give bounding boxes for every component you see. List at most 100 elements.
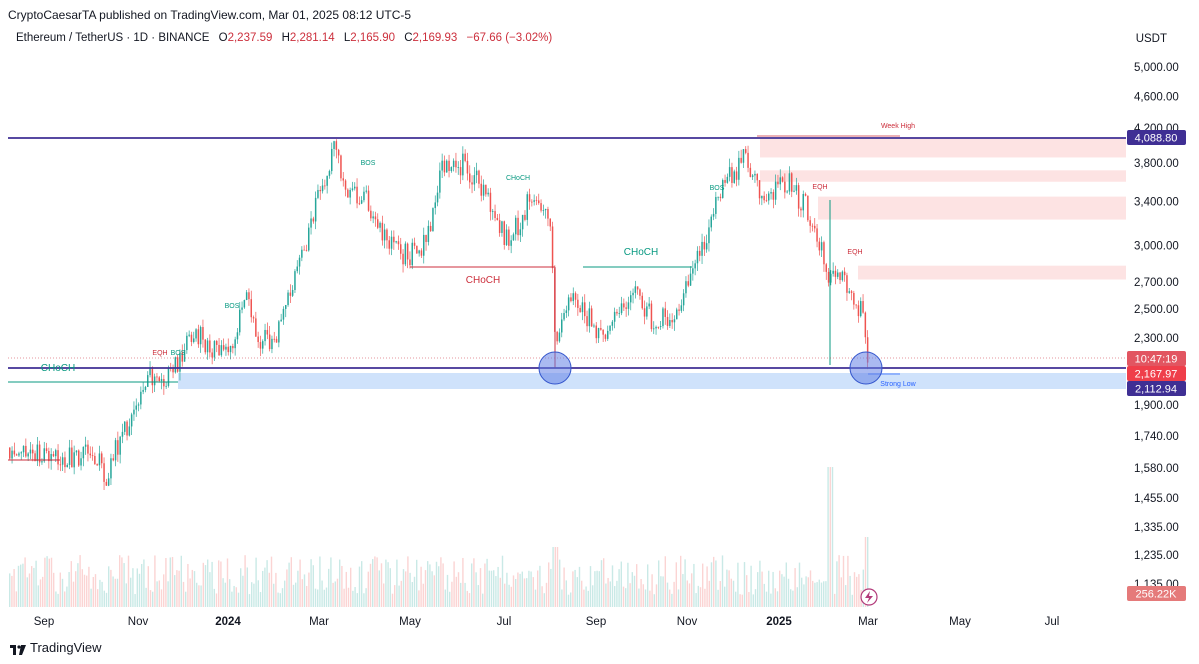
volume-bar: [785, 562, 787, 607]
volume-bar: [603, 558, 605, 607]
x-tick-label: Jul: [1045, 616, 1060, 628]
volume-bar: [686, 580, 688, 607]
volume-bar: [664, 556, 666, 607]
candle-body: [450, 167, 453, 171]
tradingview-footer[interactable]: TradingView: [10, 640, 102, 655]
candle-body: [655, 326, 657, 329]
candle-body: [400, 244, 402, 254]
candle-body: [763, 195, 765, 201]
volume-bar: [675, 562, 677, 607]
volume-bar: [431, 571, 433, 607]
structure-annotation: EQH: [812, 184, 827, 191]
candle-body: [301, 249, 303, 258]
volume-bar: [86, 575, 88, 607]
volume-bar: [633, 575, 636, 607]
candle-body: [434, 202, 436, 209]
volume-bar: [820, 582, 823, 607]
volume-bar: [490, 570, 493, 607]
volume-bar: [823, 581, 825, 607]
volume-bar: [554, 547, 556, 607]
volume-bar: [497, 566, 499, 607]
candle-body: [685, 281, 687, 294]
volume-bar: [629, 583, 631, 607]
open-value: 2,237.59: [227, 32, 273, 44]
volume-bar: [838, 555, 840, 607]
volume-bar: [611, 565, 614, 607]
candle-body: [747, 152, 749, 168]
candle-body: [275, 338, 278, 343]
demand-zone: [178, 373, 1126, 389]
candle-body: [855, 304, 857, 306]
candle-body: [331, 148, 333, 172]
candle-body: [818, 241, 821, 251]
volume-bar: [169, 557, 171, 607]
volume-bar: [521, 571, 523, 607]
volume-bar: [400, 580, 402, 607]
volume-bar: [312, 565, 314, 607]
volume-bar: [732, 580, 735, 607]
candle-body: [515, 217, 517, 235]
volume-bar: [578, 566, 581, 607]
volume-bar: [671, 593, 673, 607]
volume-bar: [310, 559, 312, 607]
candle-body: [687, 281, 689, 286]
volume-bar: [79, 555, 81, 607]
candle-body: [64, 457, 66, 468]
candle-body: [676, 309, 678, 320]
volume-bar: [26, 577, 28, 607]
high-label: H: [281, 32, 290, 44]
candle-body: [811, 225, 814, 227]
volume-bar: [253, 583, 255, 607]
candle-body: [218, 344, 220, 356]
candle-body: [321, 185, 324, 192]
volume-bar: [526, 578, 528, 607]
volume-bar: [132, 568, 134, 607]
candle-body: [20, 452, 22, 454]
candle-body: [13, 450, 16, 455]
price-chart[interactable]: 5,000.004,600.004,200.003,800.003,400.00…: [0, 55, 1199, 635]
volume-bar: [207, 559, 209, 607]
structure-annotation: BOS: [361, 160, 376, 167]
volume-bar: [220, 561, 222, 607]
candle-body: [305, 249, 308, 251]
volume-bar: [257, 580, 259, 607]
volume-bar: [189, 578, 191, 607]
candle-body: [733, 171, 735, 183]
candle-body: [623, 303, 625, 308]
candle-body: [114, 440, 117, 461]
candle-body: [324, 185, 326, 187]
candle-body: [611, 321, 614, 326]
candle-body: [618, 313, 620, 314]
candle-body: [519, 229, 522, 236]
candle-body: [590, 308, 593, 327]
volume-bar: [809, 570, 812, 607]
volume-bar: [396, 559, 398, 607]
volume-bar: [759, 560, 761, 607]
volume-bar: [605, 583, 607, 607]
symbol-name[interactable]: Ethereum / TetherUS · 1D · BINANCE: [16, 32, 210, 44]
supply-zone: [760, 138, 1126, 158]
candle-body: [616, 311, 618, 314]
candle-body: [823, 242, 825, 265]
volume-bar: [427, 561, 429, 607]
candle-body: [565, 310, 568, 314]
volume-bar: [658, 560, 660, 607]
volume-bar: [37, 585, 39, 607]
volume-bar: [488, 570, 490, 607]
volume-bar: [147, 566, 149, 607]
volume-bar: [39, 579, 42, 607]
low-label: L: [343, 32, 351, 44]
volume-bar: [108, 566, 110, 607]
candle-body: [837, 272, 839, 277]
candle-body: [250, 299, 252, 318]
volume-bar: [627, 562, 629, 607]
volume-bar: [515, 579, 517, 607]
candle-body: [356, 186, 358, 204]
candle-body: [411, 242, 413, 266]
candle-body: [273, 338, 275, 340]
currency-label[interactable]: USDT: [1135, 33, 1167, 45]
volume-bar: [653, 594, 655, 607]
candle-body: [542, 210, 545, 211]
volume-bar: [242, 575, 244, 607]
candle-body: [176, 357, 179, 372]
